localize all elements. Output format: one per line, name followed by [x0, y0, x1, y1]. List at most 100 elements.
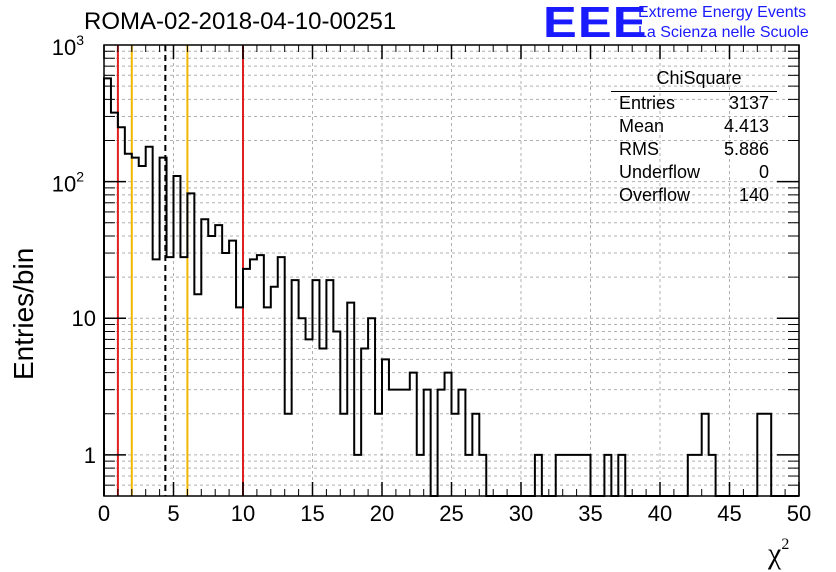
histogram-bin [458, 390, 465, 496]
x-axis-label-sup: 2 [781, 536, 790, 553]
histogram-bin [160, 158, 167, 496]
histogram-bin [347, 303, 354, 496]
histogram-bin [570, 455, 577, 496]
histogram-bin [452, 414, 459, 496]
histogram-bin [174, 176, 181, 496]
histogram-bin [257, 255, 264, 496]
x-tick-label: 40 [648, 501, 672, 526]
histogram-bin [104, 78, 111, 496]
histogram-bin [403, 390, 410, 496]
x-tick-label: 35 [578, 501, 602, 526]
x-tick-label: 0 [98, 501, 110, 526]
histogram-bin [618, 455, 625, 496]
stats-row-underflow: Underflow 0 [611, 161, 777, 184]
histogram-bin [695, 455, 702, 496]
tick-labels: 0 5 10 15 20 25 30 35 40 45 50 1 10 102 103 [52, 32, 812, 526]
histogram-bin [285, 414, 292, 496]
histogram-bin [465, 455, 472, 496]
histogram-bin [299, 318, 306, 496]
histogram-bin [146, 147, 153, 496]
stats-value: 4.413 [723, 116, 769, 136]
histogram-bin [396, 390, 403, 496]
logo-caption: Extreme Energy Events La Scienza nelle S… [638, 3, 809, 43]
histogram-title: ROMA-02-2018-04-10-00251 [84, 8, 397, 35]
histogram-bin [556, 455, 563, 496]
histogram-bin [139, 166, 146, 496]
histogram-bin [125, 154, 132, 496]
histogram-bin [326, 280, 333, 496]
stats-label: Mean [619, 116, 665, 136]
stats-label: RMS [619, 139, 659, 159]
histogram-bin [333, 331, 340, 496]
stats-label: Overflow [619, 185, 691, 205]
y-tick-label: 10 [72, 306, 96, 331]
x-tick-label: 10 [231, 501, 255, 526]
histogram-bin [375, 414, 382, 496]
x-tick-label: 45 [717, 501, 741, 526]
logo-caption-line2: La Scienza nelle Scuole [638, 24, 809, 41]
histogram-bin [410, 373, 417, 496]
histogram-bin [167, 257, 174, 496]
histogram-bin [264, 307, 271, 496]
histogram-bin [424, 390, 431, 496]
x-tick-label: 20 [370, 501, 394, 526]
histogram-bin [563, 455, 570, 496]
x-tick-label: 30 [509, 501, 533, 526]
histogram-bin [535, 455, 542, 496]
stats-value: 0 [758, 162, 769, 182]
histogram-bin [132, 158, 139, 496]
x-tick-label: 15 [300, 501, 324, 526]
y-tick-label: 102 [52, 169, 84, 197]
histogram-bin [180, 257, 187, 496]
histogram-bin [271, 287, 278, 496]
stats-label: Underflow [619, 162, 701, 182]
histogram-bin [577, 455, 584, 496]
histogram-bin [688, 455, 695, 496]
histogram-bin [709, 455, 716, 496]
histogram-bin [438, 390, 445, 496]
histogram-bin [187, 193, 194, 496]
histogram-bin [764, 414, 771, 496]
histogram-bin [118, 127, 125, 496]
x-axis-label-main: χ [768, 537, 782, 570]
histogram-bin [361, 349, 368, 496]
histogram-bin [354, 455, 361, 496]
histogram-bin [292, 280, 299, 496]
y-axis-label: Entries/bin [8, 247, 39, 380]
histogram-bin [472, 414, 479, 496]
x-axis-label: χ2 [768, 536, 789, 571]
histogram-bin [208, 236, 215, 496]
histogram-bin [201, 219, 208, 496]
stats-title: ChiSquare [656, 68, 742, 88]
histogram-bin [313, 280, 320, 496]
y-tick-label: 103 [52, 32, 84, 60]
stats-divider [611, 91, 777, 92]
histogram-bin [389, 390, 396, 496]
axis-ticks [103, 45, 800, 496]
stats-box: ChiSquare Entries 3137 Mean 4.413 RMS 5.… [611, 66, 777, 207]
histogram-bin [340, 414, 347, 496]
histogram-bin [368, 318, 375, 496]
histogram-bin [215, 225, 222, 496]
histogram-bin [702, 414, 709, 496]
stats-row-mean: Mean 4.413 [611, 115, 777, 138]
histogram-bin [306, 339, 313, 496]
y-tick-label: 1 [84, 443, 96, 468]
histogram-bin [111, 113, 118, 496]
stats-value: 5.886 [723, 139, 769, 159]
histogram-bin [222, 253, 229, 496]
histogram-bin [153, 259, 160, 496]
stats-value: 3137 [728, 93, 769, 113]
histogram-bin [319, 349, 326, 496]
histogram-bin [229, 241, 236, 496]
histogram-bin [243, 269, 250, 496]
histogram-bin [479, 455, 486, 496]
grid-lines [104, 45, 799, 496]
stats-row-rms: RMS 5.886 [611, 138, 777, 161]
histogram-bin [757, 414, 764, 496]
logo-caption-line1: Extreme Energy Events [638, 4, 807, 21]
histogram-bin [236, 307, 243, 496]
histogram-bin [584, 455, 591, 496]
x-tick-label: 5 [167, 501, 179, 526]
